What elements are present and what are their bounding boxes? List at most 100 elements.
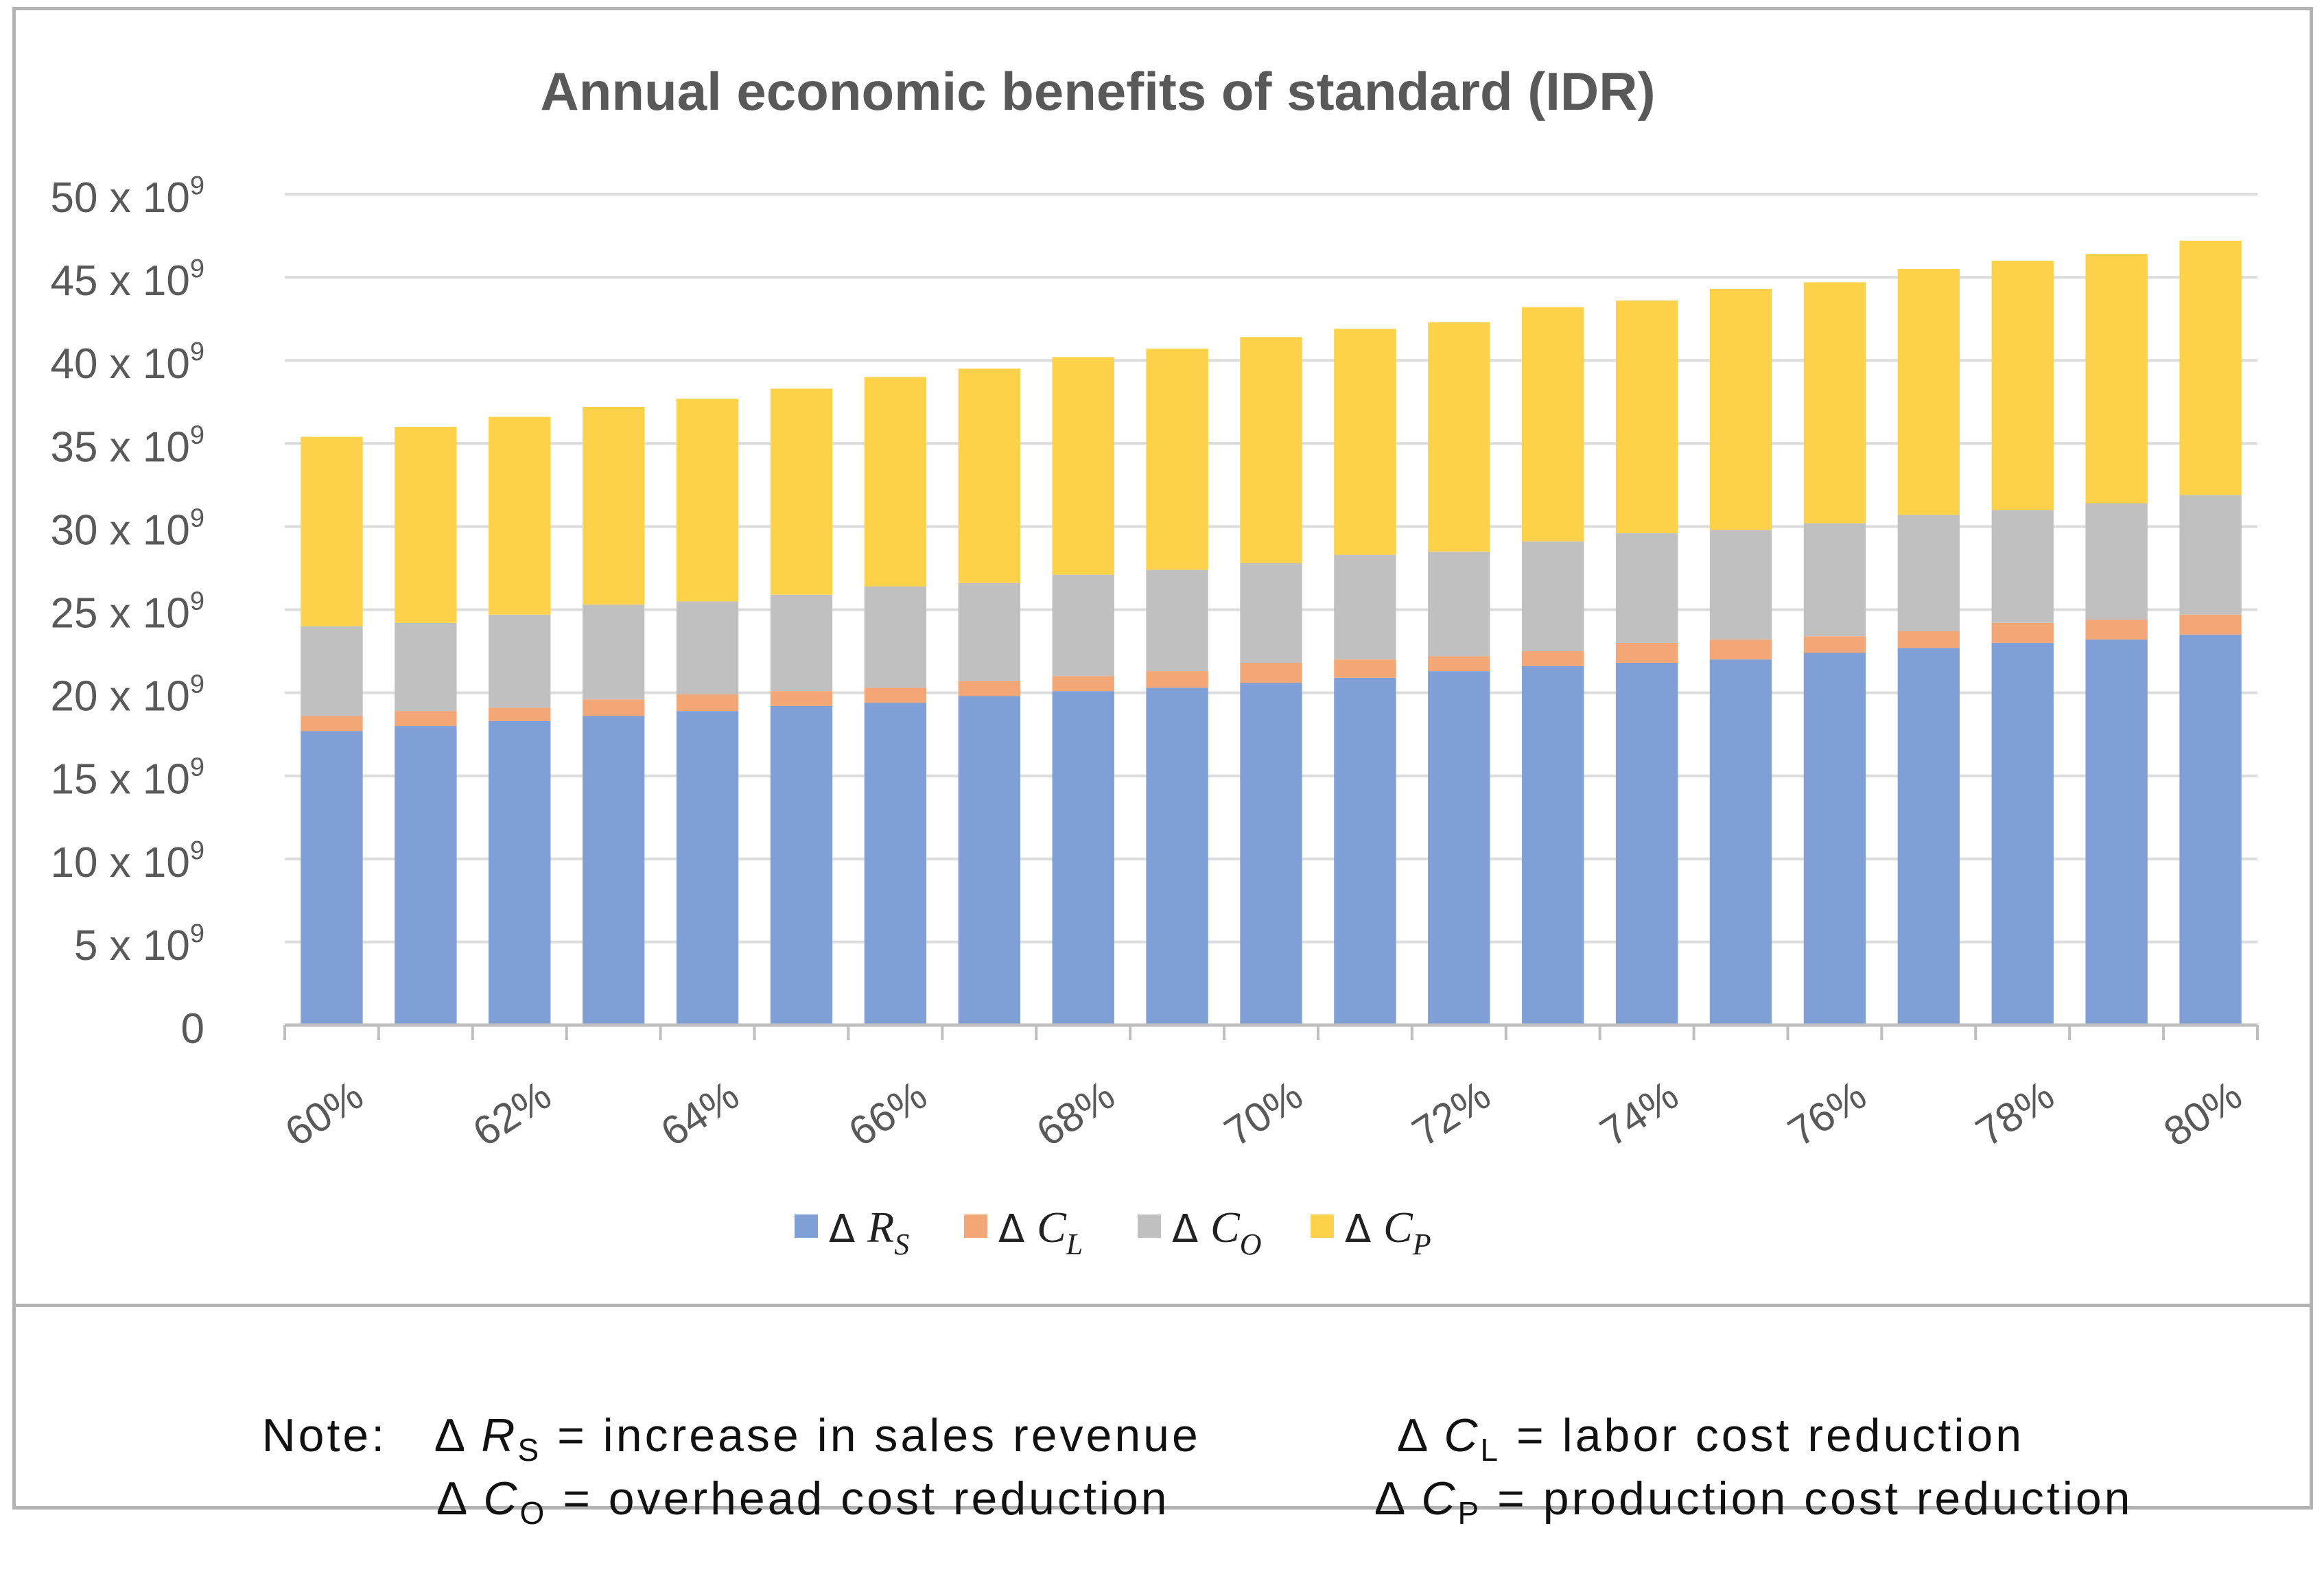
x-tick-label: 64% bbox=[653, 1072, 747, 1155]
y-tick-label: 20 x 109 bbox=[50, 670, 204, 720]
note-label: Note: bbox=[261, 1409, 388, 1461]
note-line-2b: Δ CP = production cost reduction bbox=[1374, 1472, 2133, 1531]
bar-segment-l-76% bbox=[1803, 636, 1866, 653]
bar-segment-o-80% bbox=[2179, 495, 2242, 615]
legend-swatch-p bbox=[1311, 1214, 1334, 1238]
x-tick-label: 70% bbox=[1217, 1072, 1311, 1155]
bar-segment-l-77% bbox=[1897, 631, 1960, 648]
bar-segment-p-71% bbox=[1334, 329, 1396, 555]
bar-segment-p-62% bbox=[489, 416, 551, 615]
bar-segment-o-66% bbox=[864, 586, 927, 688]
y-tick-label: 30 x 109 bbox=[50, 504, 204, 554]
bar-segment-s-75% bbox=[1709, 659, 1772, 1025]
bar-segment-o-63% bbox=[582, 604, 645, 700]
bar-segment-s-64% bbox=[676, 711, 739, 1025]
bar-segment-s-79% bbox=[2085, 639, 2148, 1025]
bar-segment-p-60% bbox=[301, 436, 363, 626]
bar-segment-s-76% bbox=[1803, 653, 1866, 1025]
y-tick-labels: 0 5 x 109 10 x 109 15 x 109 20 x 109 25 x 109… bbox=[50, 172, 204, 1053]
bar-segment-l-63% bbox=[582, 699, 645, 716]
chart-title: Annual economic benefits of standard (ID… bbox=[540, 61, 1655, 121]
bar-segment-o-60% bbox=[301, 626, 363, 716]
note-cp-text: = production cost reduction bbox=[1497, 1472, 2133, 1525]
bar-segment-o-76% bbox=[1803, 523, 1866, 637]
y-tick-label: 35 x 109 bbox=[50, 421, 204, 471]
note-line-1b: Δ CL = labor cost reduction bbox=[1396, 1409, 2025, 1468]
bar-segment-o-70% bbox=[1240, 563, 1302, 664]
legend-label-o: Δ CO bbox=[1172, 1203, 1262, 1261]
bar-segment-l-67% bbox=[958, 681, 1020, 696]
bars bbox=[301, 240, 2242, 1025]
y-tick-label: 15 x 109 bbox=[50, 753, 204, 803]
bar-segment-s-62% bbox=[489, 720, 551, 1025]
x-tick-label: 72% bbox=[1405, 1072, 1499, 1155]
bar-segment-l-79% bbox=[2085, 620, 2148, 640]
bar-segment-l-75% bbox=[1709, 639, 1772, 660]
bar-segment-o-78% bbox=[1991, 510, 2054, 623]
bar-segment-l-78% bbox=[1991, 622, 2054, 643]
bar-segment-l-61% bbox=[395, 711, 457, 727]
bar-segment-o-68% bbox=[1052, 574, 1114, 677]
bar-segment-o-67% bbox=[958, 583, 1020, 681]
bar-segment-l-74% bbox=[1615, 642, 1678, 664]
bar-segment-s-80% bbox=[2179, 634, 2242, 1025]
bar-segment-p-74% bbox=[1615, 301, 1678, 534]
legend-label-s: Δ RS bbox=[829, 1203, 909, 1261]
bar-segment-p-75% bbox=[1709, 289, 1772, 530]
bar-segment-p-67% bbox=[958, 368, 1020, 583]
bar-segment-l-66% bbox=[864, 688, 927, 703]
note-divider bbox=[12, 1304, 2313, 1307]
chart-frame bbox=[12, 7, 2313, 1510]
bar-segment-s-65% bbox=[770, 705, 833, 1025]
bar-segment-p-64% bbox=[676, 398, 739, 602]
bar-segment-p-72% bbox=[1428, 322, 1490, 552]
note-line-1: Note: Δ RS = increase in sales revenue bbox=[261, 1409, 1201, 1468]
x-tick-label: 76% bbox=[1780, 1072, 1874, 1155]
y-tick-label: 0 bbox=[181, 1005, 204, 1053]
y-tick-label: 45 x 109 bbox=[50, 255, 204, 305]
bar-segment-s-70% bbox=[1240, 683, 1302, 1025]
bar-segment-s-69% bbox=[1146, 688, 1208, 1025]
bar-segment-s-68% bbox=[1052, 691, 1114, 1025]
x-tick-label: 74% bbox=[1592, 1072, 1686, 1155]
bar-segment-p-68% bbox=[1052, 357, 1114, 575]
bar-segment-o-62% bbox=[489, 614, 551, 708]
bar-segment-o-64% bbox=[676, 601, 739, 695]
bar-segment-l-70% bbox=[1240, 663, 1302, 683]
bar-segment-p-77% bbox=[1897, 268, 1960, 515]
bar-segment-o-73% bbox=[1522, 541, 1584, 652]
bar-segment-o-69% bbox=[1146, 570, 1208, 672]
bar-segment-p-78% bbox=[1991, 260, 2054, 510]
bar-segment-l-69% bbox=[1146, 671, 1208, 688]
bar-segment-l-72% bbox=[1428, 656, 1490, 672]
bar-segment-s-67% bbox=[958, 696, 1020, 1025]
y-tick-label: 25 x 109 bbox=[50, 587, 204, 637]
legend-swatch-s bbox=[795, 1214, 818, 1238]
bar-segment-o-72% bbox=[1428, 551, 1490, 657]
bar-segment-o-79% bbox=[2085, 503, 2148, 620]
bar-segment-p-63% bbox=[582, 407, 645, 605]
x-tick-label: 62% bbox=[465, 1072, 559, 1155]
bar-segment-o-74% bbox=[1615, 533, 1678, 643]
bar-segment-p-69% bbox=[1146, 349, 1208, 570]
bar-segment-p-73% bbox=[1522, 307, 1584, 542]
bar-segment-s-71% bbox=[1334, 677, 1396, 1025]
bar-segment-l-65% bbox=[770, 691, 833, 706]
bar-segment-p-65% bbox=[770, 388, 833, 595]
axes bbox=[283, 1023, 2259, 1040]
bar-segment-s-78% bbox=[1991, 642, 2054, 1025]
bar-segment-l-80% bbox=[2179, 614, 2242, 635]
x-tick-label: 60% bbox=[277, 1072, 371, 1155]
bar-segment-s-72% bbox=[1428, 671, 1490, 1025]
bar-segment-o-65% bbox=[770, 594, 833, 692]
note-co-text: = overhead cost reduction bbox=[563, 1472, 1170, 1525]
bar-segment-p-76% bbox=[1803, 282, 1866, 524]
bar-segment-s-73% bbox=[1522, 666, 1584, 1025]
y-tick-label: 40 x 109 bbox=[50, 338, 204, 388]
x-tick-labels: 60% 62% 64% 66% 68% 70% 72% 74% 76% 78% 80% bbox=[277, 1072, 2250, 1155]
note-cl-text: = labor cost reduction bbox=[1516, 1409, 2025, 1461]
y-tick-label: 5 x 109 bbox=[74, 919, 204, 970]
bar-segment-s-74% bbox=[1615, 663, 1678, 1025]
bar-segment-o-77% bbox=[1897, 515, 1960, 631]
bar-segment-l-62% bbox=[489, 707, 551, 721]
